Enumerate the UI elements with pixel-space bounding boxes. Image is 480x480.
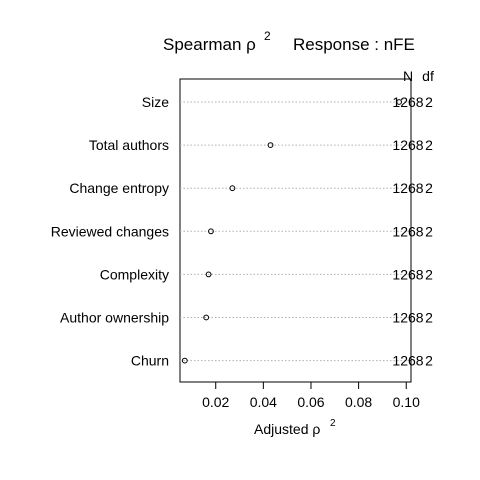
n-value: 1268 — [392, 223, 423, 239]
df-value: 2 — [425, 94, 433, 110]
data-point — [267, 142, 274, 149]
header-df: df — [422, 68, 434, 84]
n-value: 1268 — [392, 137, 423, 153]
x-axis-label-superscript: 2 — [330, 418, 336, 429]
x-axis-label: Adjusted ρ — [254, 421, 320, 437]
data-point — [203, 314, 210, 321]
df-value: 2 — [425, 266, 433, 282]
title-left: Spearman ρ — [163, 35, 256, 54]
df-value: 2 — [425, 137, 433, 153]
n-value: 1268 — [392, 94, 423, 110]
data-point — [229, 185, 236, 192]
column-headers: N df — [403, 68, 434, 84]
x-axis: 0.02 0.04 0.06 0.08 0.10 — [202, 381, 420, 410]
df-value: 2 — [425, 223, 433, 239]
data-point — [208, 228, 214, 235]
n-value: 1268 — [392, 353, 423, 369]
category-label: Reviewed changes — [51, 223, 169, 239]
n-value: 1268 — [392, 266, 423, 282]
data-point — [181, 357, 188, 364]
title-right: Response : nFE — [293, 35, 415, 54]
title-superscript: 2 — [264, 29, 271, 43]
x-axis-title: Adjusted ρ 2 — [254, 418, 336, 437]
category-label: Complexity — [100, 266, 169, 282]
category-label: Author ownership — [60, 310, 169, 326]
df-value: 2 — [425, 310, 433, 326]
category-label: Change entropy — [69, 180, 169, 196]
category-label: Churn — [131, 353, 169, 369]
category-label: Total authors — [89, 137, 169, 153]
df-value: 2 — [425, 180, 433, 196]
chart-title: Spearman ρ 2 Response : nFE — [163, 29, 415, 54]
n-value: 1268 — [392, 310, 423, 326]
header-n: N — [403, 68, 413, 84]
plot-frame — [179, 78, 412, 383]
x-tick-label: 0.10 — [393, 394, 420, 410]
category-label: Size — [142, 94, 169, 110]
n-value: 1268 — [392, 180, 423, 196]
data-point — [205, 271, 212, 278]
x-tick-label: 0.02 — [202, 394, 229, 410]
data-point — [396, 99, 402, 105]
x-tick-label: 0.08 — [345, 394, 372, 410]
x-tick-label: 0.04 — [250, 394, 277, 410]
df-value: 2 — [425, 353, 433, 369]
x-tick-label: 0.06 — [297, 394, 324, 410]
